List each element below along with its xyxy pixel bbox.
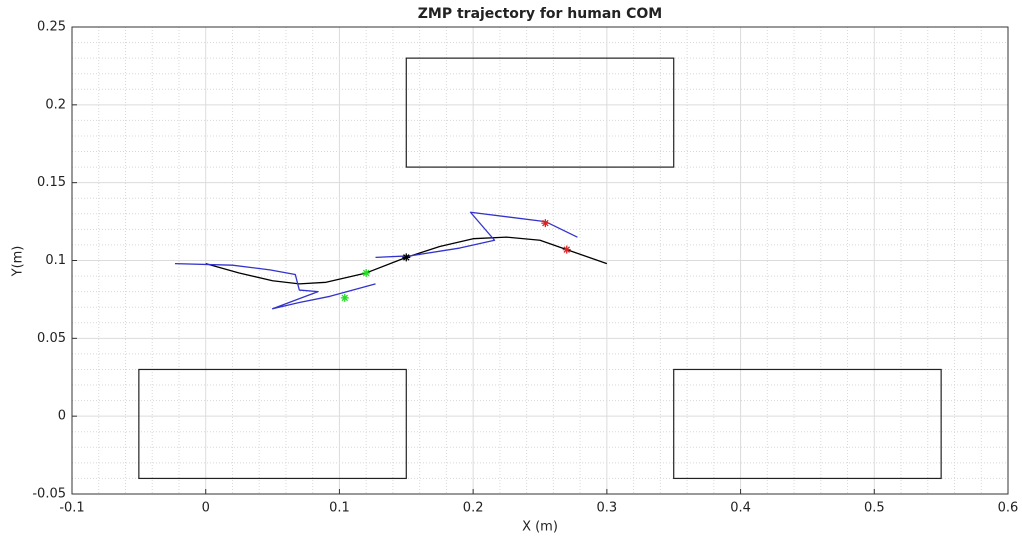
y-tick-label: 0.25 <box>37 20 66 35</box>
y-tick-label: 0.15 <box>37 175 66 190</box>
star-marker <box>562 245 571 254</box>
y-tick-label: 0.05 <box>37 331 66 346</box>
star-stroke <box>563 246 571 253</box>
x-tick-label: 0.6 <box>998 501 1019 516</box>
x-axis-label: X (m) <box>522 520 558 535</box>
star-marker <box>541 219 550 228</box>
x-tick-label: 0.1 <box>329 501 350 516</box>
star-stroke <box>341 294 349 302</box>
y-tick-label: 0.1 <box>45 253 66 268</box>
y-tick-label: 0 <box>58 409 66 424</box>
star-stroke <box>362 269 370 277</box>
y-tick-label: -0.05 <box>32 487 66 502</box>
y-axis-label: Y(m) <box>11 246 26 278</box>
star-marker <box>340 293 349 302</box>
x-tick-label: 0.5 <box>864 501 885 516</box>
star-marker <box>402 253 411 262</box>
star-stroke <box>403 254 410 261</box>
x-tick-label: 0.3 <box>597 501 618 516</box>
footprint <box>138 368 407 480</box>
x-tick-label: -0.1 <box>59 501 84 516</box>
footprint <box>673 368 942 480</box>
x-tick-label: 0 <box>202 501 210 516</box>
footprint <box>405 57 675 168</box>
x-tick-label: 0.2 <box>463 501 484 516</box>
star-stroke <box>542 219 549 227</box>
star-marker <box>362 268 371 277</box>
y-tick-label: 0.2 <box>45 97 66 112</box>
axes-box <box>71 26 1009 495</box>
x-tick-label: 0.4 <box>730 501 751 516</box>
chart-title: ZMP trajectory for human COM <box>418 6 662 22</box>
